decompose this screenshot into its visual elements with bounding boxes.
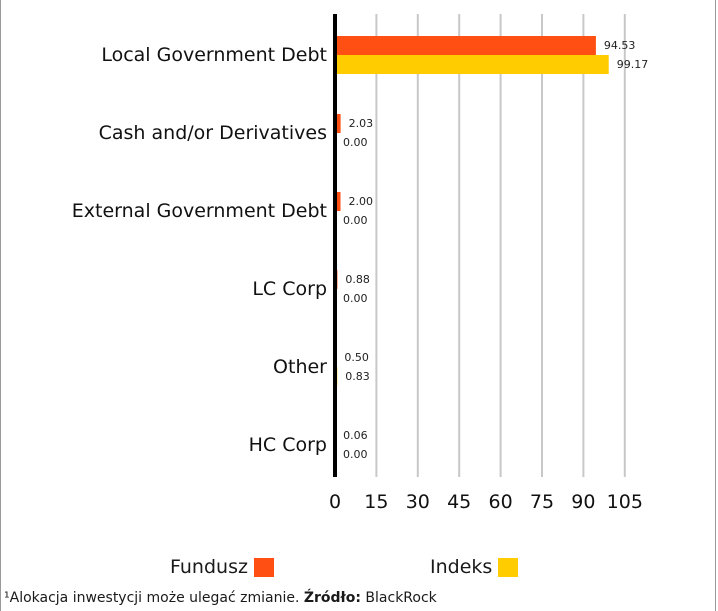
value-label-indeks-4: 0.83 [345,370,370,383]
footnote-source-label: Źródło: [303,590,361,606]
x-tick-label-1: 15 [364,491,388,513]
legend: Fundusz Indeks [0,556,718,580]
x-tick-label-5: 75 [530,491,554,513]
x-tick-label-4: 60 [489,491,513,513]
legend-label-indeks: Indeks [430,556,493,578]
value-label-indeks-0: 99.17 [617,58,649,71]
value-label-fundusz-2: 2.00 [349,195,374,208]
category-label-2: External Government Debt [72,200,327,222]
value-label-fundusz-3: 0.88 [345,273,370,286]
value-label-indeks-5: 0.00 [343,448,368,461]
legend-item-indeks: Indeks [430,556,519,578]
value-label-indeks-1: 0.00 [343,136,368,149]
value-label-fundusz-5: 0.06 [343,429,368,442]
legend-swatch-indeks [498,557,519,577]
bar-fundusz-1 [335,114,341,133]
value-label-indeks-2: 0.00 [343,214,368,227]
value-label-fundusz-1: 2.03 [349,117,374,130]
x-tick-label-3: 45 [447,491,471,513]
value-label-indeks-3: 0.00 [343,292,368,305]
category-label-1: Cash and/or Derivatives [99,122,327,144]
footnote-source-value: BlackRock [360,590,437,606]
value-label-fundusz-0: 94.53 [604,39,636,52]
legend-swatch-fundusz [253,557,274,577]
bar-fundusz-2 [335,192,341,211]
footnote-text: ¹Alokacja inwestycji może ulegać zmianie… [4,590,304,606]
category-label-0: Local Government Debt [101,44,327,66]
category-label-4: Other [273,356,327,378]
x-tick-label-2: 30 [406,491,430,513]
value-label-fundusz-4: 0.50 [344,351,369,364]
x-tick-label-0: 0 [329,491,341,513]
bar-indeks-0 [335,55,609,74]
footnote: ¹Alokacja inwestycji może ulegać zmianie… [4,590,437,606]
legend-label-fundusz: Fundusz [170,556,248,578]
x-tick-label-7: 105 [607,491,643,513]
x-tick-label-6: 90 [571,491,595,513]
category-label-3: LC Corp [252,278,327,300]
bar-fundusz-0 [335,36,596,55]
category-label-5: HC Corp [249,434,327,456]
legend-item-fundusz: Fundusz [170,556,274,578]
bar-chart: 94.53 99.17 Local Government Debt 2.03 0.00 C… [72,14,649,513]
